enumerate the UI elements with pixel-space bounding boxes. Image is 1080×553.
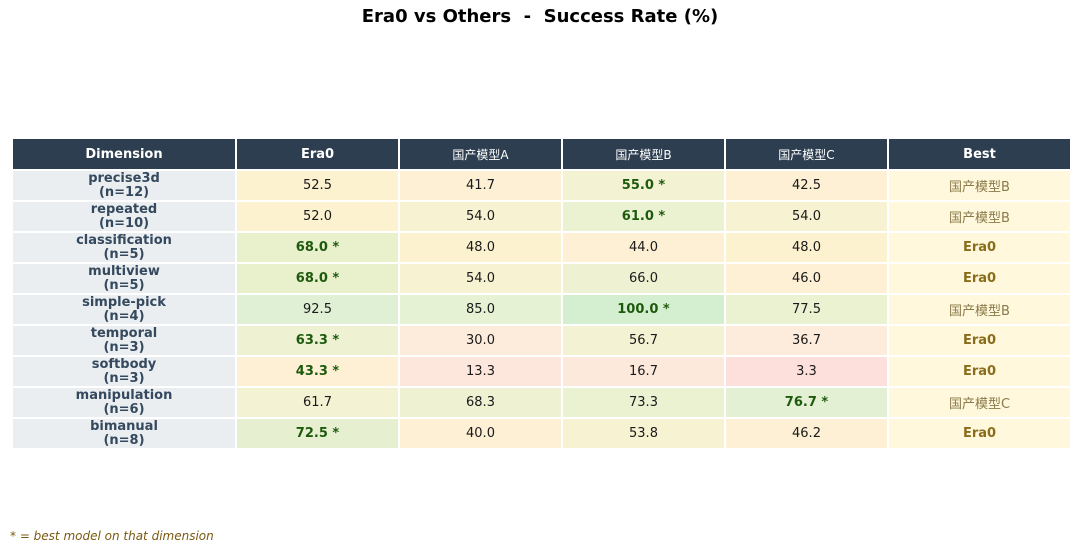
dimension-cell: simple-pick (n=4) (11, 293, 237, 326)
value-cell-era0: 68.0 * (235, 262, 400, 295)
column-header-model-a: 国产模型A (398, 137, 563, 171)
value-cell-model-a: 13.3 (398, 355, 563, 388)
value-cell-model-c: 46.0 (724, 262, 889, 295)
dimension-name: softbody (91, 356, 157, 372)
value-cell-model-b: 66.0 (561, 262, 726, 295)
dimension-name: multiview (88, 263, 160, 279)
best-model-cell: 国产模型C (887, 386, 1072, 419)
column-header-model-c: 国产模型C (724, 137, 889, 171)
value-cell-era0: 61.7 (235, 386, 400, 419)
table-row: repeated (n=10) 52.0 54.0 61.0 * 54.0 国产模型B (11, 200, 1072, 233)
best-model-cell: Era0 (887, 262, 1072, 295)
value-cell-era0: 68.0 * (235, 231, 400, 264)
value-cell-era0: 92.5 (235, 293, 400, 326)
value-cell-model-c: 76.7 * (724, 386, 889, 419)
header-row: Dimension Era0 国产模型A 国产模型B 国产模型C Best (11, 137, 1072, 171)
dimension-cell: temporal (n=3) (11, 324, 237, 357)
value-cell-model-b: 53.8 (561, 417, 726, 450)
value-cell-model-b: 61.0 * (561, 200, 726, 233)
value-cell-model-c: 54.0 (724, 200, 889, 233)
best-model-cell: Era0 (887, 355, 1072, 388)
results-table: Dimension Era0 国产模型A 国产模型B 国产模型C Best pr… (11, 137, 1072, 450)
dimension-name: simple-pick (82, 294, 166, 310)
dimension-sample-count: (n=3) (103, 370, 145, 386)
dimension-cell: classification (n=5) (11, 231, 237, 264)
footnote: * = best model on that dimension (10, 529, 214, 543)
dimension-name: temporal (90, 325, 158, 341)
table-row: bimanual (n=8) 72.5 * 40.0 53.8 46.2 Era0 (11, 417, 1072, 450)
column-header-model-b: 国产模型B (561, 137, 726, 171)
value-cell-era0: 63.3 * (235, 324, 400, 357)
value-cell-model-b: 16.7 (561, 355, 726, 388)
value-cell-model-a: 54.0 (398, 262, 563, 295)
value-cell-model-a: 30.0 (398, 324, 563, 357)
best-model-cell: 国产模型B (887, 169, 1072, 202)
column-header-best: Best (887, 137, 1072, 171)
table-row: simple-pick (n=4) 92.5 85.0 100.0 * 77.5 国产模型B (11, 293, 1072, 326)
column-header-dimension: Dimension (11, 137, 237, 171)
best-model-cell: Era0 (887, 324, 1072, 357)
dimension-cell: repeated (n=10) (11, 200, 237, 233)
value-cell-model-a: 48.0 (398, 231, 563, 264)
value-cell-era0: 52.5 (235, 169, 400, 202)
best-model-cell: 国产模型B (887, 293, 1072, 326)
value-cell-model-a: 41.7 (398, 169, 563, 202)
table-row: classification (n=5) 68.0 * 48.0 44.0 48.0 Era… (11, 231, 1072, 264)
value-cell-era0: 72.5 * (235, 417, 400, 450)
value-cell-model-c: 42.5 (724, 169, 889, 202)
dimension-sample-count: (n=10) (98, 215, 150, 231)
best-model-cell: Era0 (887, 417, 1072, 450)
table-row: precise3d (n=12) 52.5 41.7 55.0 * 42.5 国产模型B (11, 169, 1072, 202)
table-row: temporal (n=3) 63.3 * 30.0 56.7 36.7 Era0 (11, 324, 1072, 357)
value-cell-model-b: 100.0 * (561, 293, 726, 326)
dimension-sample-count: (n=3) (103, 339, 145, 355)
dimension-cell: multiview (n=5) (11, 262, 237, 295)
dimension-sample-count: (n=5) (103, 246, 145, 262)
dimension-sample-count: (n=5) (103, 277, 145, 293)
value-cell-model-b: 44.0 (561, 231, 726, 264)
dimension-name: precise3d (88, 170, 160, 186)
value-cell-model-a: 40.0 (398, 417, 563, 450)
dimension-sample-count: (n=8) (103, 432, 145, 448)
value-cell-model-c: 3.3 (724, 355, 889, 388)
best-model-cell: 国产模型B (887, 200, 1072, 233)
value-cell-model-a: 54.0 (398, 200, 563, 233)
value-cell-model-c: 36.7 (724, 324, 889, 357)
value-cell-era0: 43.3 * (235, 355, 400, 388)
dimension-name: repeated (90, 201, 158, 217)
value-cell-model-b: 73.3 (561, 386, 726, 419)
dimension-sample-count: (n=4) (103, 308, 145, 324)
dimension-sample-count: (n=12) (98, 184, 150, 200)
dimension-cell: softbody (n=3) (11, 355, 237, 388)
best-model-cell: Era0 (887, 231, 1072, 264)
dimension-name: manipulation (75, 387, 173, 403)
dimension-name: bimanual (90, 418, 158, 434)
value-cell-era0: 52.0 (235, 200, 400, 233)
table-row: manipulation (n=6) 61.7 68.3 73.3 76.7 * 国产模型C (11, 386, 1072, 419)
dimension-cell: precise3d (n=12) (11, 169, 237, 202)
dimension-name: classification (76, 232, 172, 248)
value-cell-model-b: 56.7 (561, 324, 726, 357)
value-cell-model-b: 55.0 * (561, 169, 726, 202)
table-body: precise3d (n=12) 52.5 41.7 55.0 * 42.5 国产模型B re… (11, 169, 1072, 450)
table-row: multiview (n=5) 68.0 * 54.0 66.0 46.0 Era0 (11, 262, 1072, 295)
column-header-era0: Era0 (235, 137, 400, 171)
value-cell-model-a: 68.3 (398, 386, 563, 419)
value-cell-model-c: 48.0 (724, 231, 889, 264)
value-cell-model-a: 85.0 (398, 293, 563, 326)
dimension-cell: bimanual (n=8) (11, 417, 237, 450)
table-row: softbody (n=3) 43.3 * 13.3 16.7 3.3 Era0 (11, 355, 1072, 388)
chart-title: Era0 vs Others - Success Rate (%) (361, 6, 719, 27)
dimension-sample-count: (n=6) (103, 401, 145, 417)
dimension-cell: manipulation (n=6) (11, 386, 237, 419)
value-cell-model-c: 77.5 (724, 293, 889, 326)
value-cell-model-c: 46.2 (724, 417, 889, 450)
